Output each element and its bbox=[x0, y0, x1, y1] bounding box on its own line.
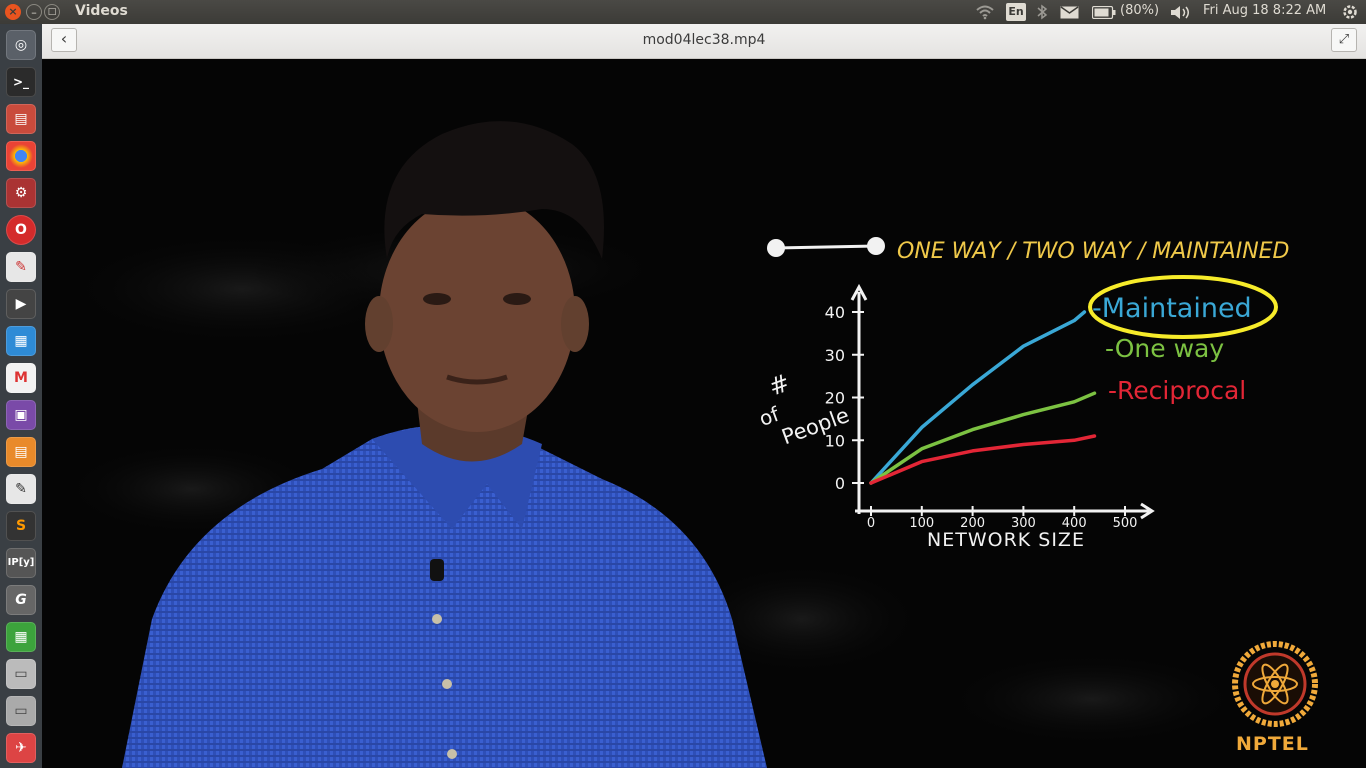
media-icon[interactable]: ▣ bbox=[6, 400, 36, 430]
clock[interactable]: Fri Aug 18 8:22 AM bbox=[1203, 3, 1327, 18]
x-tick-label: 300 bbox=[1011, 516, 1036, 531]
text-editor-icon[interactable]: ✎ bbox=[6, 474, 36, 504]
chalk-drawing: ONE WAY / TWO WAY / MAINTAINED 0 100 200 30… bbox=[756, 237, 1290, 551]
system-settings-icon[interactable]: ⚙ bbox=[6, 178, 36, 208]
ipython-icon[interactable]: IP[y] bbox=[6, 548, 36, 578]
chart-axes bbox=[850, 283, 1155, 520]
wifi-icon[interactable] bbox=[975, 4, 995, 20]
installer-icon[interactable]: ✈ bbox=[6, 733, 36, 763]
edge-illustration bbox=[767, 237, 885, 257]
mail-icon[interactable] bbox=[1060, 6, 1079, 19]
legend-maintained: -Maintained bbox=[1092, 293, 1252, 324]
x-axis-label: NETWORK SIZE bbox=[927, 529, 1085, 551]
video-frame[interactable]: ONE WAY / TWO WAY / MAINTAINED 0 100 200 30… bbox=[42, 59, 1366, 768]
impress-icon[interactable]: ▤ bbox=[6, 437, 36, 467]
board-title: ONE WAY / TWO WAY / MAINTAINED bbox=[897, 239, 1290, 264]
nptel-logo bbox=[1232, 641, 1318, 727]
back-button[interactable]: ‹ bbox=[51, 28, 77, 52]
top-panel: × – □ Videos En (80%) Fri Aug 18 8:22 AM bbox=[0, 0, 1366, 24]
battery-icon[interactable] bbox=[1092, 6, 1116, 19]
drive-2-icon[interactable]: ▭ bbox=[6, 696, 36, 726]
x-tick-label: 0 bbox=[867, 516, 875, 531]
settings-gear-icon[interactable] bbox=[1341, 3, 1359, 21]
opera-icon[interactable]: O bbox=[6, 215, 36, 245]
keyboard-layout-indicator[interactable]: En bbox=[1006, 3, 1026, 21]
video-file-title: mod04lec38.mp4 bbox=[642, 32, 766, 48]
document-viewer-icon[interactable]: ✎ bbox=[6, 252, 36, 282]
series-line-maintained bbox=[869, 310, 1087, 485]
files-icon[interactable]: ▤ bbox=[6, 104, 36, 134]
launcher: ◎ >_ ▤ ⚙ O ✎ ▶ ▦ M ▣ ▤ ✎ S IP[y] G ▦ ▭ ▭… bbox=[0, 24, 42, 768]
terminal-icon[interactable]: >_ bbox=[6, 67, 36, 97]
window-close-button[interactable]: × bbox=[5, 4, 21, 20]
header-bar: ‹ mod04lec38.mp4 ⤢ bbox=[42, 24, 1366, 59]
bluetooth-icon[interactable] bbox=[1036, 4, 1048, 20]
series-line-reciprocal bbox=[869, 434, 1097, 485]
writer-icon[interactable]: ▦ bbox=[6, 326, 36, 356]
gimp-icon[interactable]: G bbox=[6, 585, 36, 615]
x-tick-label: 500 bbox=[1113, 516, 1138, 531]
fullscreen-button[interactable]: ⤢ bbox=[1331, 28, 1357, 52]
nptel-logo-text: NPTEL bbox=[1236, 733, 1309, 755]
y-tick-label: 20 bbox=[825, 389, 845, 408]
series-line-one-way bbox=[869, 391, 1097, 485]
volume-icon[interactable] bbox=[1170, 5, 1192, 20]
calc-icon[interactable]: ▦ bbox=[6, 622, 36, 652]
x-tick-label: 100 bbox=[909, 516, 934, 531]
dash-home-icon[interactable]: ◎ bbox=[6, 30, 36, 60]
chrome-icon[interactable] bbox=[6, 141, 36, 171]
legend-one-way: -One way bbox=[1105, 334, 1224, 363]
window-maximize-button[interactable]: □ bbox=[44, 4, 60, 20]
gmail-icon[interactable]: M bbox=[6, 363, 36, 393]
maintained-highlight-circle bbox=[1088, 275, 1278, 339]
y-tick-label: 0 bbox=[835, 474, 845, 493]
legend-reciprocal: -Reciprocal bbox=[1108, 376, 1246, 405]
y-label-hash: # bbox=[765, 368, 793, 401]
presenter bbox=[122, 121, 767, 768]
y-tick-label: 40 bbox=[825, 303, 845, 322]
window-minimize-button[interactable]: – bbox=[26, 4, 42, 20]
battery-percentage: (80%) bbox=[1120, 3, 1160, 18]
x-tick-label: 400 bbox=[1062, 516, 1087, 531]
x-tick-label: 200 bbox=[960, 516, 985, 531]
y-tick-label: 10 bbox=[825, 431, 845, 450]
drive-icon[interactable]: ▭ bbox=[6, 659, 36, 689]
sublime-icon[interactable]: S bbox=[6, 511, 36, 541]
y-tick-label: 30 bbox=[825, 346, 845, 365]
app-title: Videos bbox=[75, 3, 128, 19]
video-player-icon[interactable]: ▶ bbox=[6, 289, 36, 319]
